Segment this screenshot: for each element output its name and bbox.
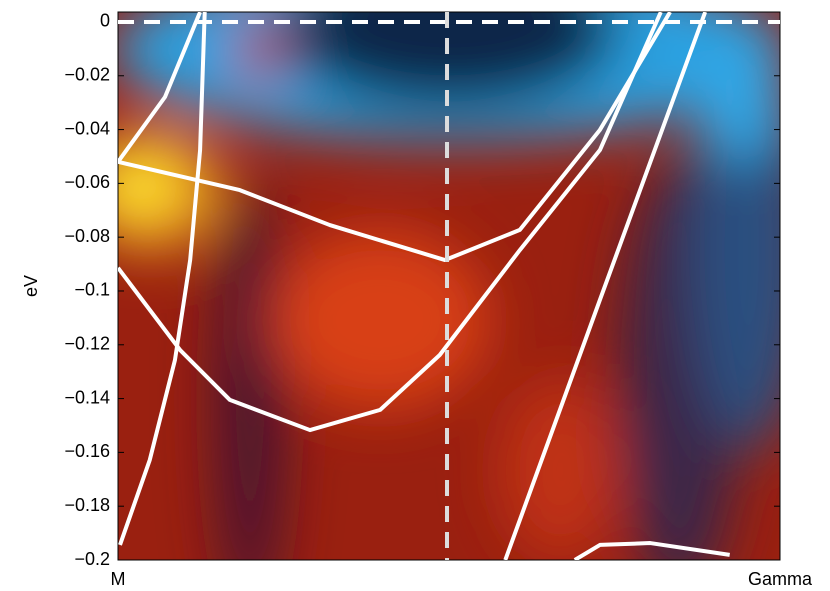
x-tick-label: M	[111, 569, 126, 589]
y-tick-label: −0.08	[64, 226, 110, 246]
y-tick-label: −0.1	[74, 280, 110, 300]
y-tick-label: 0	[100, 11, 110, 31]
intensity-map	[118, 12, 780, 560]
y-tick-label: −0.04	[64, 118, 110, 138]
band-line	[118, 12, 207, 546]
y-tick-label: −0.02	[64, 65, 110, 85]
y-tick-label: −0.06	[64, 172, 110, 192]
band-line	[503, 12, 708, 560]
y-tick-label: −0.18	[64, 495, 110, 515]
y-axis-label: eV	[21, 275, 41, 297]
y-tick-label: −0.16	[64, 441, 110, 461]
band-line	[118, 12, 663, 433]
y-tick-label: −0.12	[64, 334, 110, 354]
band-line	[573, 541, 730, 560]
band-line	[118, 12, 202, 164]
x-tick-label: Gamma	[748, 569, 813, 589]
y-tick-label: −0.2	[74, 549, 110, 569]
y-tick-label: −0.14	[64, 387, 110, 407]
